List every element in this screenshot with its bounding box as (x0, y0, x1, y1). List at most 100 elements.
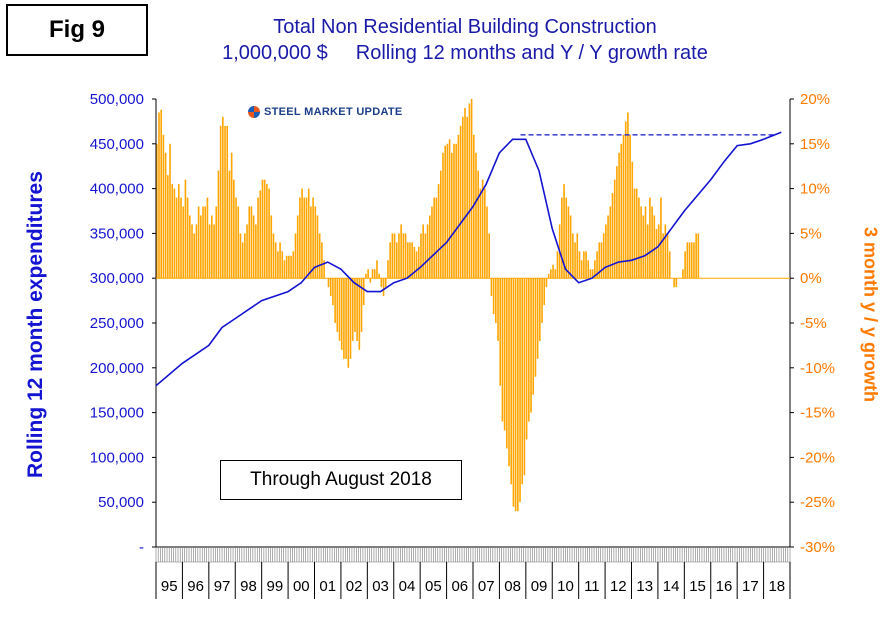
growth-bar (605, 224, 607, 279)
growth-bar (512, 278, 515, 507)
y-tick-label-right: 5% (800, 225, 822, 242)
x-tick-label: 99 (267, 578, 284, 595)
growth-bar (215, 206, 218, 279)
growth-bar (519, 278, 521, 503)
y-tick-label-right: 15% (800, 136, 830, 153)
growth-bar (433, 197, 435, 279)
growth-bar (343, 278, 345, 359)
growth-bar (332, 278, 334, 306)
y-tick-label-right: 10% (800, 181, 830, 198)
y-tick-label-left: 500,000 (90, 91, 144, 108)
growth-bar (565, 197, 568, 279)
figure-label: Fig 9 (6, 4, 148, 56)
y-tick-label-left: - (139, 539, 144, 556)
growth-bar (690, 242, 693, 279)
growth-bar (351, 278, 354, 341)
growth-bar (536, 278, 539, 359)
growth-bar (613, 179, 616, 279)
growth-bar (541, 278, 543, 323)
growth-bar (497, 278, 499, 341)
growth-bar (635, 188, 638, 279)
growth-bar (657, 224, 660, 279)
chart-title-unit: 1,000,000 $ (222, 42, 328, 64)
y-tick-label-right: -10% (800, 360, 835, 377)
growth-bar (299, 197, 301, 279)
logo-text: STEEL MARKET UPDATE (264, 106, 403, 118)
x-tick-label: 10 (557, 578, 574, 595)
growth-bar (305, 197, 308, 279)
y-tick-label-left: 350,000 (90, 225, 144, 242)
tick-labels: - 50,000 100,000 150,000 200,000 250,000 300,0… (90, 91, 835, 595)
growth-bar (501, 278, 504, 422)
growth-bar (437, 184, 440, 279)
growth-bar (303, 197, 306, 279)
y-tick-label-right: -30% (800, 539, 835, 556)
growth-bar (169, 143, 171, 279)
growth-bar (186, 197, 189, 279)
growth-bar (525, 278, 528, 440)
growth-bar (402, 233, 405, 279)
x-tick-label: 15 (689, 578, 706, 595)
growth-bar (248, 206, 251, 279)
x-tick-label: 04 (399, 578, 416, 595)
growth-bar (688, 242, 691, 279)
growth-bar (684, 251, 686, 279)
growth-bar (365, 273, 367, 279)
growth-bar (697, 233, 700, 279)
growth-bar (499, 278, 502, 386)
growth-bar (547, 273, 550, 279)
growth-bar (655, 228, 658, 279)
growth-bar (329, 278, 332, 297)
growth-bar (345, 278, 347, 359)
growth-bar (211, 215, 213, 279)
growth-bar (279, 242, 281, 279)
growth-bar (596, 251, 598, 279)
growth-bar (426, 224, 429, 279)
growth-bar (576, 233, 579, 279)
growth-bars (156, 99, 700, 512)
growth-bar (686, 242, 689, 279)
growth-bar (373, 269, 376, 279)
growth-bar (646, 224, 649, 279)
growth-bar (609, 206, 612, 279)
growth-bar (391, 233, 394, 279)
chart-title-subtitle: Rolling 12 months and Y / Y growth rate (355, 42, 708, 64)
x-tick-label: 07 (478, 578, 495, 595)
growth-bar (420, 233, 422, 279)
growth-bar (362, 278, 365, 306)
growth-bar (321, 242, 323, 279)
growth-bar (642, 215, 645, 279)
x-tick-label: 05 (425, 578, 442, 595)
growth-bar (277, 251, 279, 279)
growth-bar (301, 188, 303, 279)
growth-bar (534, 278, 537, 377)
y-tick-label-right: 0% (800, 270, 822, 287)
growth-bar (292, 251, 295, 279)
expenditure-line (155, 131, 782, 387)
growth-bar (640, 206, 642, 279)
y-tick-label-left: 200,000 (90, 360, 144, 377)
growth-bar (448, 139, 451, 279)
growth-bar (450, 152, 453, 279)
growth-bar (428, 215, 431, 279)
growth-bar (644, 206, 647, 279)
growth-bar (662, 233, 664, 279)
chart-title-line1: Total Non Residential Building Construct… (273, 16, 657, 38)
growth-bar (668, 251, 671, 279)
growth-bar (600, 242, 603, 279)
growth-bar (204, 206, 207, 279)
growth-bar (288, 255, 290, 279)
growth-bar (255, 224, 257, 279)
y-tick-label-left: 100,000 (90, 449, 144, 466)
y-tick-label-left: 400,000 (90, 181, 144, 198)
growth-bar (314, 206, 317, 279)
x-tick-label: 02 (346, 578, 363, 595)
growth-bar (178, 184, 180, 279)
y-tick-label-right: -25% (800, 494, 835, 511)
growth-bar (457, 134, 460, 279)
growth-bar (290, 255, 292, 279)
growth-bar (638, 197, 640, 279)
growth-bar (409, 242, 411, 279)
growth-bar (620, 143, 623, 279)
expenditure-line-group (155, 131, 782, 387)
